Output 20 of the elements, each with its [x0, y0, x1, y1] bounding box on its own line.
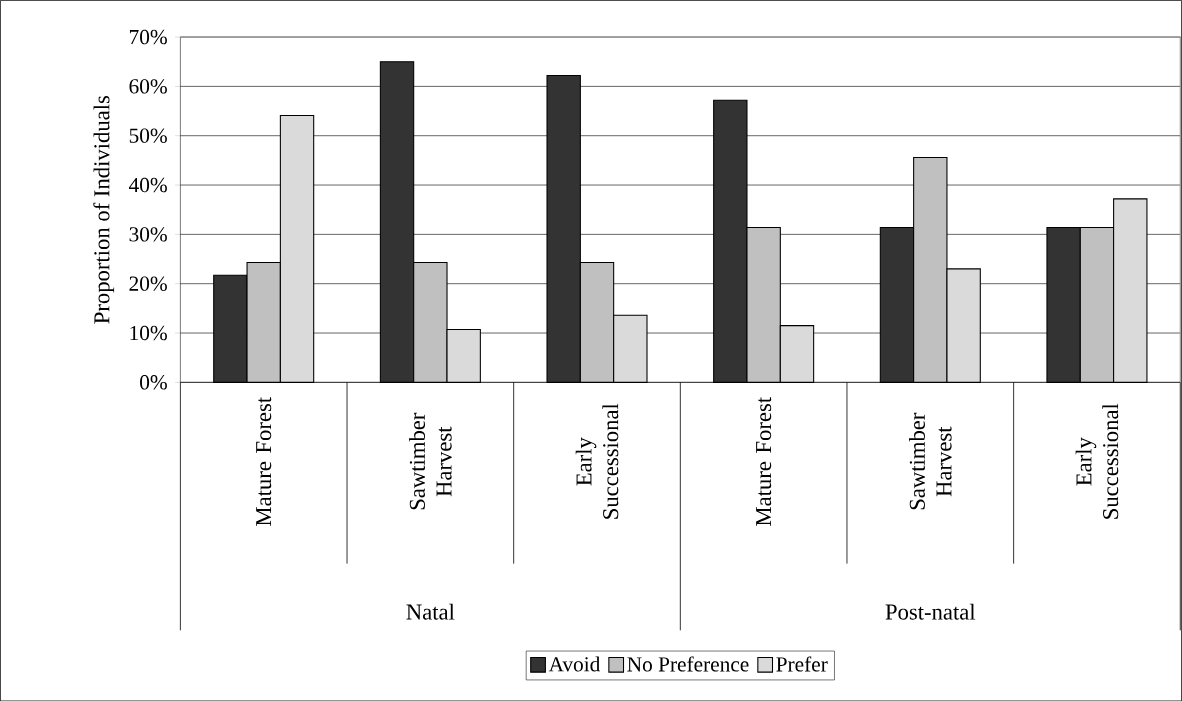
legend-label: Avoid	[548, 656, 601, 672]
y-tick-label: 50%	[129, 128, 167, 143]
x-tick-label: Sawtimber Harvest	[409, 412, 452, 510]
x-tick-label: Sawtimber Harvest	[909, 412, 952, 510]
x-tick-label: Mature Forest	[756, 396, 772, 526]
y-tick-label: 10%	[130, 325, 167, 341]
y-tick-label: 30%	[129, 226, 167, 242]
legend-label: Prefer	[776, 656, 828, 672]
legend-label: No Preference	[627, 656, 749, 672]
x-tick-label: Early Successional	[575, 403, 619, 519]
y-tick-label: 20%	[129, 276, 167, 291]
y-tick-label: 0%	[140, 374, 167, 390]
y-tick-label: 70%	[129, 29, 167, 45]
y-tick-label: 60%	[129, 78, 167, 94]
y-axis-title: Proportion of Individuals	[93, 95, 115, 324]
y-tick-label: 40%	[128, 177, 167, 193]
x-tick-label: Early Successional	[1075, 403, 1119, 519]
text: Post-natal	[885, 603, 976, 620]
x-tick-label: Mature Forest	[256, 396, 272, 526]
text: Natal	[406, 603, 455, 620]
